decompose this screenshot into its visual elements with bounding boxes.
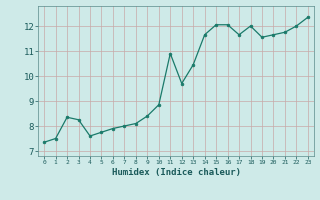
X-axis label: Humidex (Indice chaleur): Humidex (Indice chaleur): [111, 168, 241, 177]
